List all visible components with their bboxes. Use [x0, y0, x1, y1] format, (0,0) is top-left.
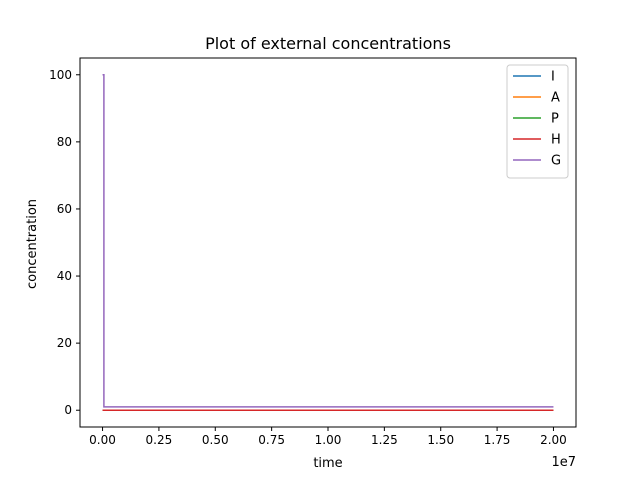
legend-label-a: A [551, 91, 560, 106]
y-tick-label: 60 [57, 202, 72, 216]
series-line-g [102, 74, 554, 408]
plot-area [102, 74, 554, 411]
y-axis: 0 20 40 60 80 100 [49, 68, 80, 417]
legend-label-g: G [551, 154, 561, 169]
y-tick-label: 100 [49, 68, 72, 82]
y-tick-label: 80 [57, 135, 72, 149]
x-tick-label: 1.00 [315, 433, 342, 447]
x-axis-label: time [313, 456, 342, 471]
x-tick-label: 2.00 [540, 433, 567, 447]
x-tick-label: 0.50 [202, 433, 229, 447]
legend-box [506, 64, 569, 179]
legend-label-p: P [551, 112, 559, 127]
x-tick-label: 1.25 [371, 433, 398, 447]
x-axis: 0.00 0.25 0.50 0.75 1.00 1.25 1.50 1.75 2.00 [89, 427, 567, 447]
x-tick-label: 0.00 [89, 433, 116, 447]
legend-label-h: H [551, 133, 561, 148]
x-tick-label: 1.75 [484, 433, 511, 447]
y-axis-label: concentration [25, 199, 40, 289]
y-tick-label: 40 [57, 269, 72, 283]
x-tick-label: 0.25 [146, 433, 173, 447]
y-tick-label: 0 [64, 403, 72, 417]
chart-title: Plot of external concentrations [205, 34, 451, 53]
x-tick-label: 0.75 [258, 433, 285, 447]
x-axis-offset-label: 1e7 [551, 455, 576, 470]
y-tick-label: 20 [57, 336, 72, 350]
x-tick-label: 1.50 [427, 433, 454, 447]
legend-label-i: I [551, 70, 555, 85]
